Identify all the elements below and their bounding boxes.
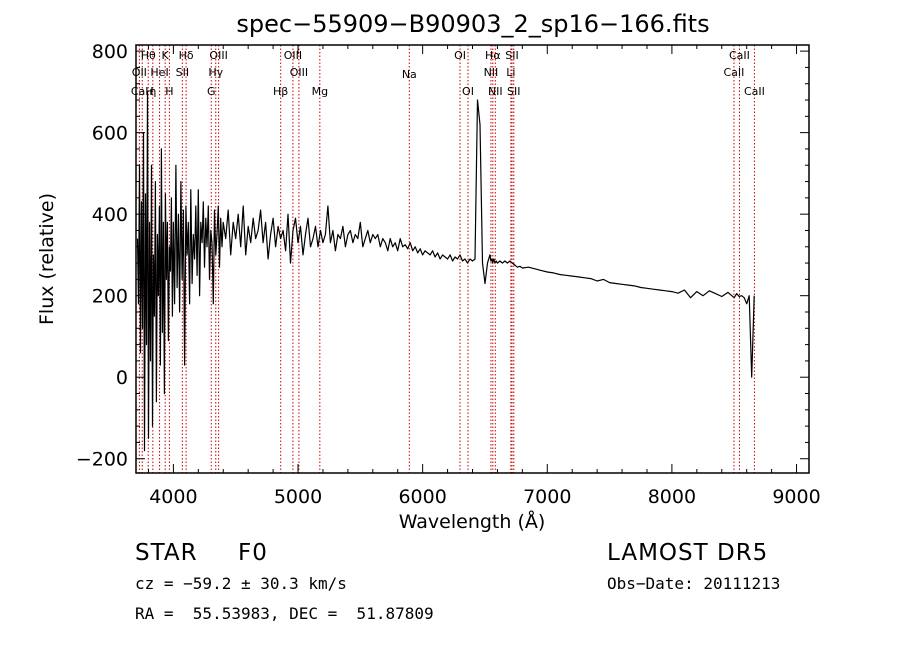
spectral-line-label: Hα bbox=[485, 49, 501, 62]
observation-date: Obs−Date: 20111213 bbox=[607, 574, 781, 593]
redshift-readout: cz = −59.2 ± 30.3 km/s bbox=[135, 574, 347, 593]
spectral-line-label: Hθ bbox=[141, 49, 156, 62]
plot-frame bbox=[135, 44, 810, 474]
spectral-line-label: η bbox=[149, 85, 156, 98]
spectral-line-labels: Hθ K Hδ OIII OIII OI Hα SII CaII OII HeI SII Hγ OIII N… bbox=[131, 49, 765, 98]
y-axis: −200 0 200 400 600 800 bbox=[76, 41, 809, 471]
spectral-line-label: OIII bbox=[209, 49, 227, 62]
x-axis: 4000 5000 6000 7000 8000 9000 bbox=[147, 45, 821, 508]
spectral-line-label: OI bbox=[454, 49, 466, 62]
x-tick-label: 6000 bbox=[398, 486, 446, 508]
spectral-line-label: G bbox=[207, 85, 216, 98]
chart-title: spec−55909−B90903_2_sp16−166.fits bbox=[236, 10, 709, 38]
spectral-line-label: Na bbox=[402, 68, 417, 81]
y-tick-label: 200 bbox=[92, 286, 128, 308]
survey-name: LAMOST DR5 bbox=[607, 540, 769, 566]
spectral-line-label: SII bbox=[176, 66, 189, 79]
spectral-line-label: CaII bbox=[724, 66, 745, 79]
x-tick-label: 5000 bbox=[274, 486, 322, 508]
spectral-line-label: CaII bbox=[729, 49, 750, 62]
spectral-line-label: HeI bbox=[150, 66, 168, 79]
spectral-line-label: Hγ bbox=[208, 66, 223, 79]
spectral-line-label: Li bbox=[506, 66, 515, 79]
y-axis-label: Flux (relative) bbox=[36, 193, 58, 325]
x-axis-label: Wavelength (Å) bbox=[399, 510, 546, 533]
y-tick-label: 800 bbox=[92, 41, 128, 63]
spectral-line-label: Hδ bbox=[179, 49, 194, 62]
spectrum-series-line bbox=[136, 91, 755, 452]
spectral-line-label: Mg bbox=[312, 85, 328, 98]
x-tick-label: 9000 bbox=[772, 486, 820, 508]
spectral-line-label: K bbox=[162, 49, 170, 62]
spectral-line-label: OIII bbox=[284, 49, 302, 62]
spectral-line-label: OI bbox=[462, 85, 474, 98]
spectral-line-label: OII bbox=[132, 66, 147, 79]
spectral-line-label: SII bbox=[507, 85, 520, 98]
y-tick-label: −200 bbox=[76, 449, 128, 471]
x-tick-label: 4000 bbox=[149, 486, 197, 508]
object-class: STAR bbox=[135, 540, 198, 566]
y-tick-label: 0 bbox=[116, 367, 128, 389]
spectral-line-label: NII bbox=[484, 66, 499, 79]
spectral-line-label: OIII bbox=[290, 66, 308, 79]
y-tick-label: 400 bbox=[92, 204, 128, 226]
spectral-line-label: CaII bbox=[744, 85, 765, 98]
spectral-line-label: SII bbox=[505, 49, 518, 62]
x-tick-label: 7000 bbox=[523, 486, 571, 508]
spectral-line-label: NII bbox=[488, 85, 503, 98]
spectral-line-label: H bbox=[165, 85, 173, 98]
x-tick-label: 8000 bbox=[648, 486, 696, 508]
object-subclass: F0 bbox=[238, 540, 268, 566]
y-tick-label: 600 bbox=[92, 123, 128, 145]
coordinates-readout: RA = 55.53983, DEC = 51.87809 bbox=[135, 604, 434, 623]
spectral-line-label: Hβ bbox=[273, 85, 288, 98]
